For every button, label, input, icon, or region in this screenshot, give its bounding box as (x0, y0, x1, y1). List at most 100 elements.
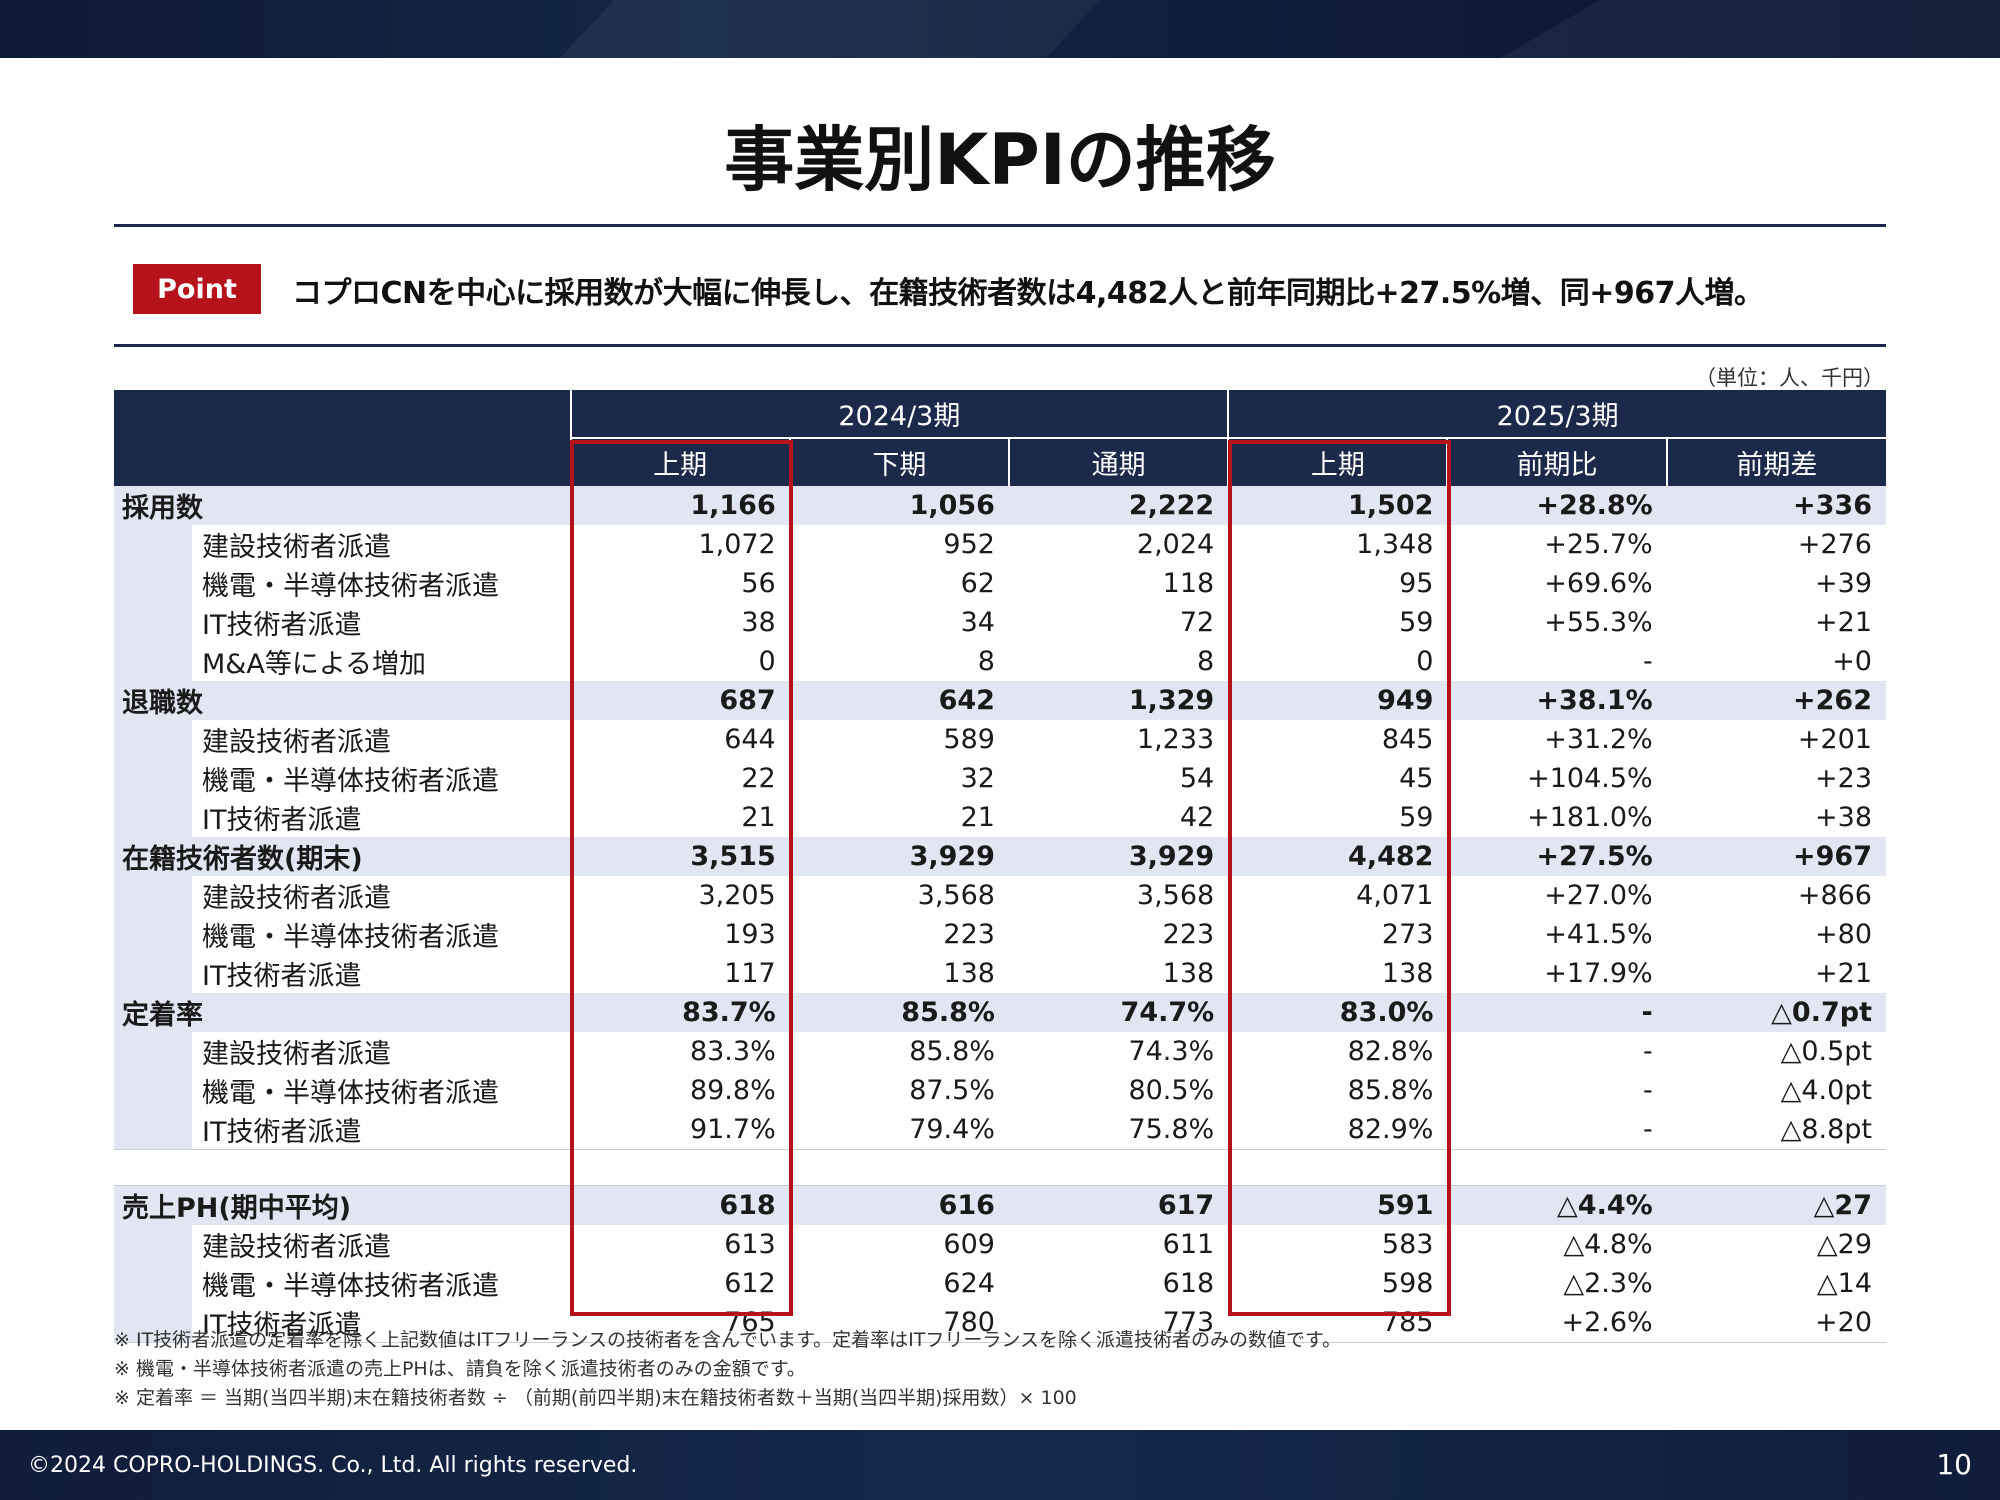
footer-bar (0, 1430, 2000, 1500)
table-row: 建設技術者派遣 1,072 952 2,024 1,348 +25.7% +276 (114, 525, 1886, 564)
cell-value: +69.6% (1447, 564, 1667, 603)
cell-value: 0 (1228, 642, 1448, 681)
table-row: 機電・半導体技術者派遣 193 223 223 273 +41.5% +80 (114, 915, 1886, 954)
table-row: 建設技術者派遣 644 589 1,233 845 +31.2% +201 (114, 720, 1886, 759)
kpi-table: 2024/3期 2025/3期 上期 下期 通期 上期 前期比 前期差 採用数 1… (114, 390, 1886, 1343)
cell-value: 4,071 (1228, 876, 1448, 915)
cell-value: 611 (1008, 1225, 1229, 1264)
cell-value: 82.9% (1228, 1110, 1448, 1150)
col-header-h2-2024: 下期 (788, 438, 1009, 486)
cell-value: 21 (570, 798, 790, 837)
row-label: 機電・半導体技術者派遣 (114, 1071, 571, 1110)
cell-value: 85.8% (789, 993, 1009, 1032)
cell-value: 613 (570, 1225, 790, 1264)
cell-value: △2.3% (1447, 1264, 1667, 1303)
divider-top (114, 224, 1886, 227)
table-row: 建設技術者派遣 83.3% 85.8% 74.3% 82.8% - △0.5pt (114, 1032, 1886, 1071)
cell-value: +31.2% (1447, 720, 1667, 759)
cell-value: 54 (1008, 759, 1229, 798)
cell-value: 85.8% (1228, 1071, 1448, 1110)
cell-value: △4.8% (1447, 1225, 1667, 1264)
cell-value: 34 (789, 603, 1009, 642)
cell-value: 32 (789, 759, 1009, 798)
cell-value: 138 (1228, 954, 1448, 993)
cell-value: 80.5% (1008, 1071, 1229, 1110)
cell-value: 95 (1228, 564, 1448, 603)
table-row-category: 退職数 687 642 1,329 949 +38.1% +262 (114, 681, 1886, 720)
cell-value: 273 (1228, 915, 1448, 954)
cell-value: 780 (789, 1303, 1009, 1343)
cell-value: 3,568 (789, 876, 1009, 915)
cell-value: 1,348 (1228, 525, 1448, 564)
cell-value: △4.4% (1447, 1185, 1667, 1225)
cell-value: 618 (570, 1185, 790, 1225)
cell-value: 773 (1008, 1303, 1229, 1343)
cell-value: 952 (789, 525, 1009, 564)
table-row-category: 採用数 1,166 1,056 2,222 1,502 +28.8% +336 (114, 486, 1886, 525)
cell-value: 3,568 (1008, 876, 1229, 915)
footnote: ※ 定着率 ＝ 当期(当四半期)末在籍技術者数 ÷ （前期(前四半期)末在籍技術… (114, 1387, 1077, 1409)
cell-value: 117 (570, 954, 790, 993)
table-row: IT技術者派遣 38 34 72 59 +55.3% +21 (114, 603, 1886, 642)
cell-value: 4,482 (1228, 837, 1448, 876)
table-row-category: 在籍技術者数(期末) 3,515 3,929 3,929 4,482 +27.5% +967 (114, 837, 1886, 876)
cell-value: 75.8% (1008, 1110, 1229, 1150)
cell-value: 3,205 (570, 876, 790, 915)
cell-value: +25.7% (1447, 525, 1667, 564)
cell-value: 56 (570, 564, 790, 603)
cell-value: 617 (1008, 1185, 1229, 1225)
cell-value: 8 (789, 642, 1009, 681)
cell-value: 583 (1228, 1225, 1448, 1264)
cell-value: 83.7% (570, 993, 790, 1032)
cell-value: 0 (570, 642, 790, 681)
cell-value: +17.9% (1447, 954, 1667, 993)
cell-value: 589 (789, 720, 1009, 759)
cell-value: 59 (1228, 603, 1448, 642)
cell-value: +55.3% (1447, 603, 1667, 642)
table-row: IT技術者派遣 21 21 42 59 +181.0% +38 (114, 798, 1886, 837)
cell-value: △29 (1666, 1225, 1886, 1264)
cell-value: 91.7% (570, 1110, 790, 1150)
row-label: 機電・半導体技術者派遣 (114, 1264, 571, 1303)
point-summary: コプロCNを中心に採用数が大幅に伸長し、在籍技術者数は4,482人と前年同期比+… (292, 276, 1764, 311)
row-label: 採用数 (114, 486, 571, 525)
cell-value: 1,329 (1008, 681, 1229, 720)
cell-value: - (1447, 1110, 1667, 1150)
cell-value: 223 (789, 915, 1009, 954)
table-row: IT技術者派遣 765 780 773 785 +2.6% +20 (114, 1303, 1886, 1343)
table-row-spacer (114, 1149, 1886, 1186)
cell-value: 72 (1008, 603, 1229, 642)
header-blank (114, 390, 571, 486)
cell-value: 85.8% (789, 1032, 1009, 1071)
table-row: 機電・半導体技術者派遣 56 62 118 95 +69.6% +39 (114, 564, 1886, 603)
cell-value: +23 (1666, 759, 1886, 798)
row-label: IT技術者派遣 (114, 603, 571, 642)
cell-value: 42 (1008, 798, 1229, 837)
cell-value: △27 (1666, 1185, 1886, 1225)
cell-value: 618 (1008, 1264, 1229, 1303)
col-header-h1-2024: 上期 (569, 438, 790, 486)
table-row: 機電・半導体技術者派遣 612 624 618 598 △2.3% △14 (114, 1264, 1886, 1303)
cell-value: +336 (1666, 486, 1886, 525)
cell-value: 22 (570, 759, 790, 798)
row-label: 建設技術者派遣 (114, 525, 571, 564)
cell-value (1666, 1149, 1886, 1186)
cell-value: △0.5pt (1666, 1032, 1886, 1071)
cell-value: 624 (789, 1264, 1009, 1303)
cell-value (1228, 1149, 1448, 1186)
table-row: M&A等による増加 0 8 8 0- +0 (114, 642, 1886, 681)
table-row: 建設技術者派遣 3,205 3,568 3,568 4,071 +27.0% +866 (114, 876, 1886, 915)
cell-value: +27.5% (1447, 837, 1667, 876)
cell-value: 3,929 (1008, 837, 1229, 876)
cell-value (789, 1149, 1009, 1186)
cell-value (1447, 1149, 1667, 1186)
cell-value: 21 (789, 798, 1009, 837)
row-label: 機電・半導体技術者派遣 (114, 564, 571, 603)
cell-value: 59 (1228, 798, 1448, 837)
cell-value: +967 (1666, 837, 1886, 876)
cell-value: 82.8% (1228, 1032, 1448, 1071)
cell-value: 591 (1228, 1185, 1448, 1225)
cell-value: 38 (570, 603, 790, 642)
cell-value: 138 (1008, 954, 1229, 993)
copyright: ©2024 COPRO-HOLDINGS. Co., Ltd. All righ… (28, 1453, 638, 1478)
